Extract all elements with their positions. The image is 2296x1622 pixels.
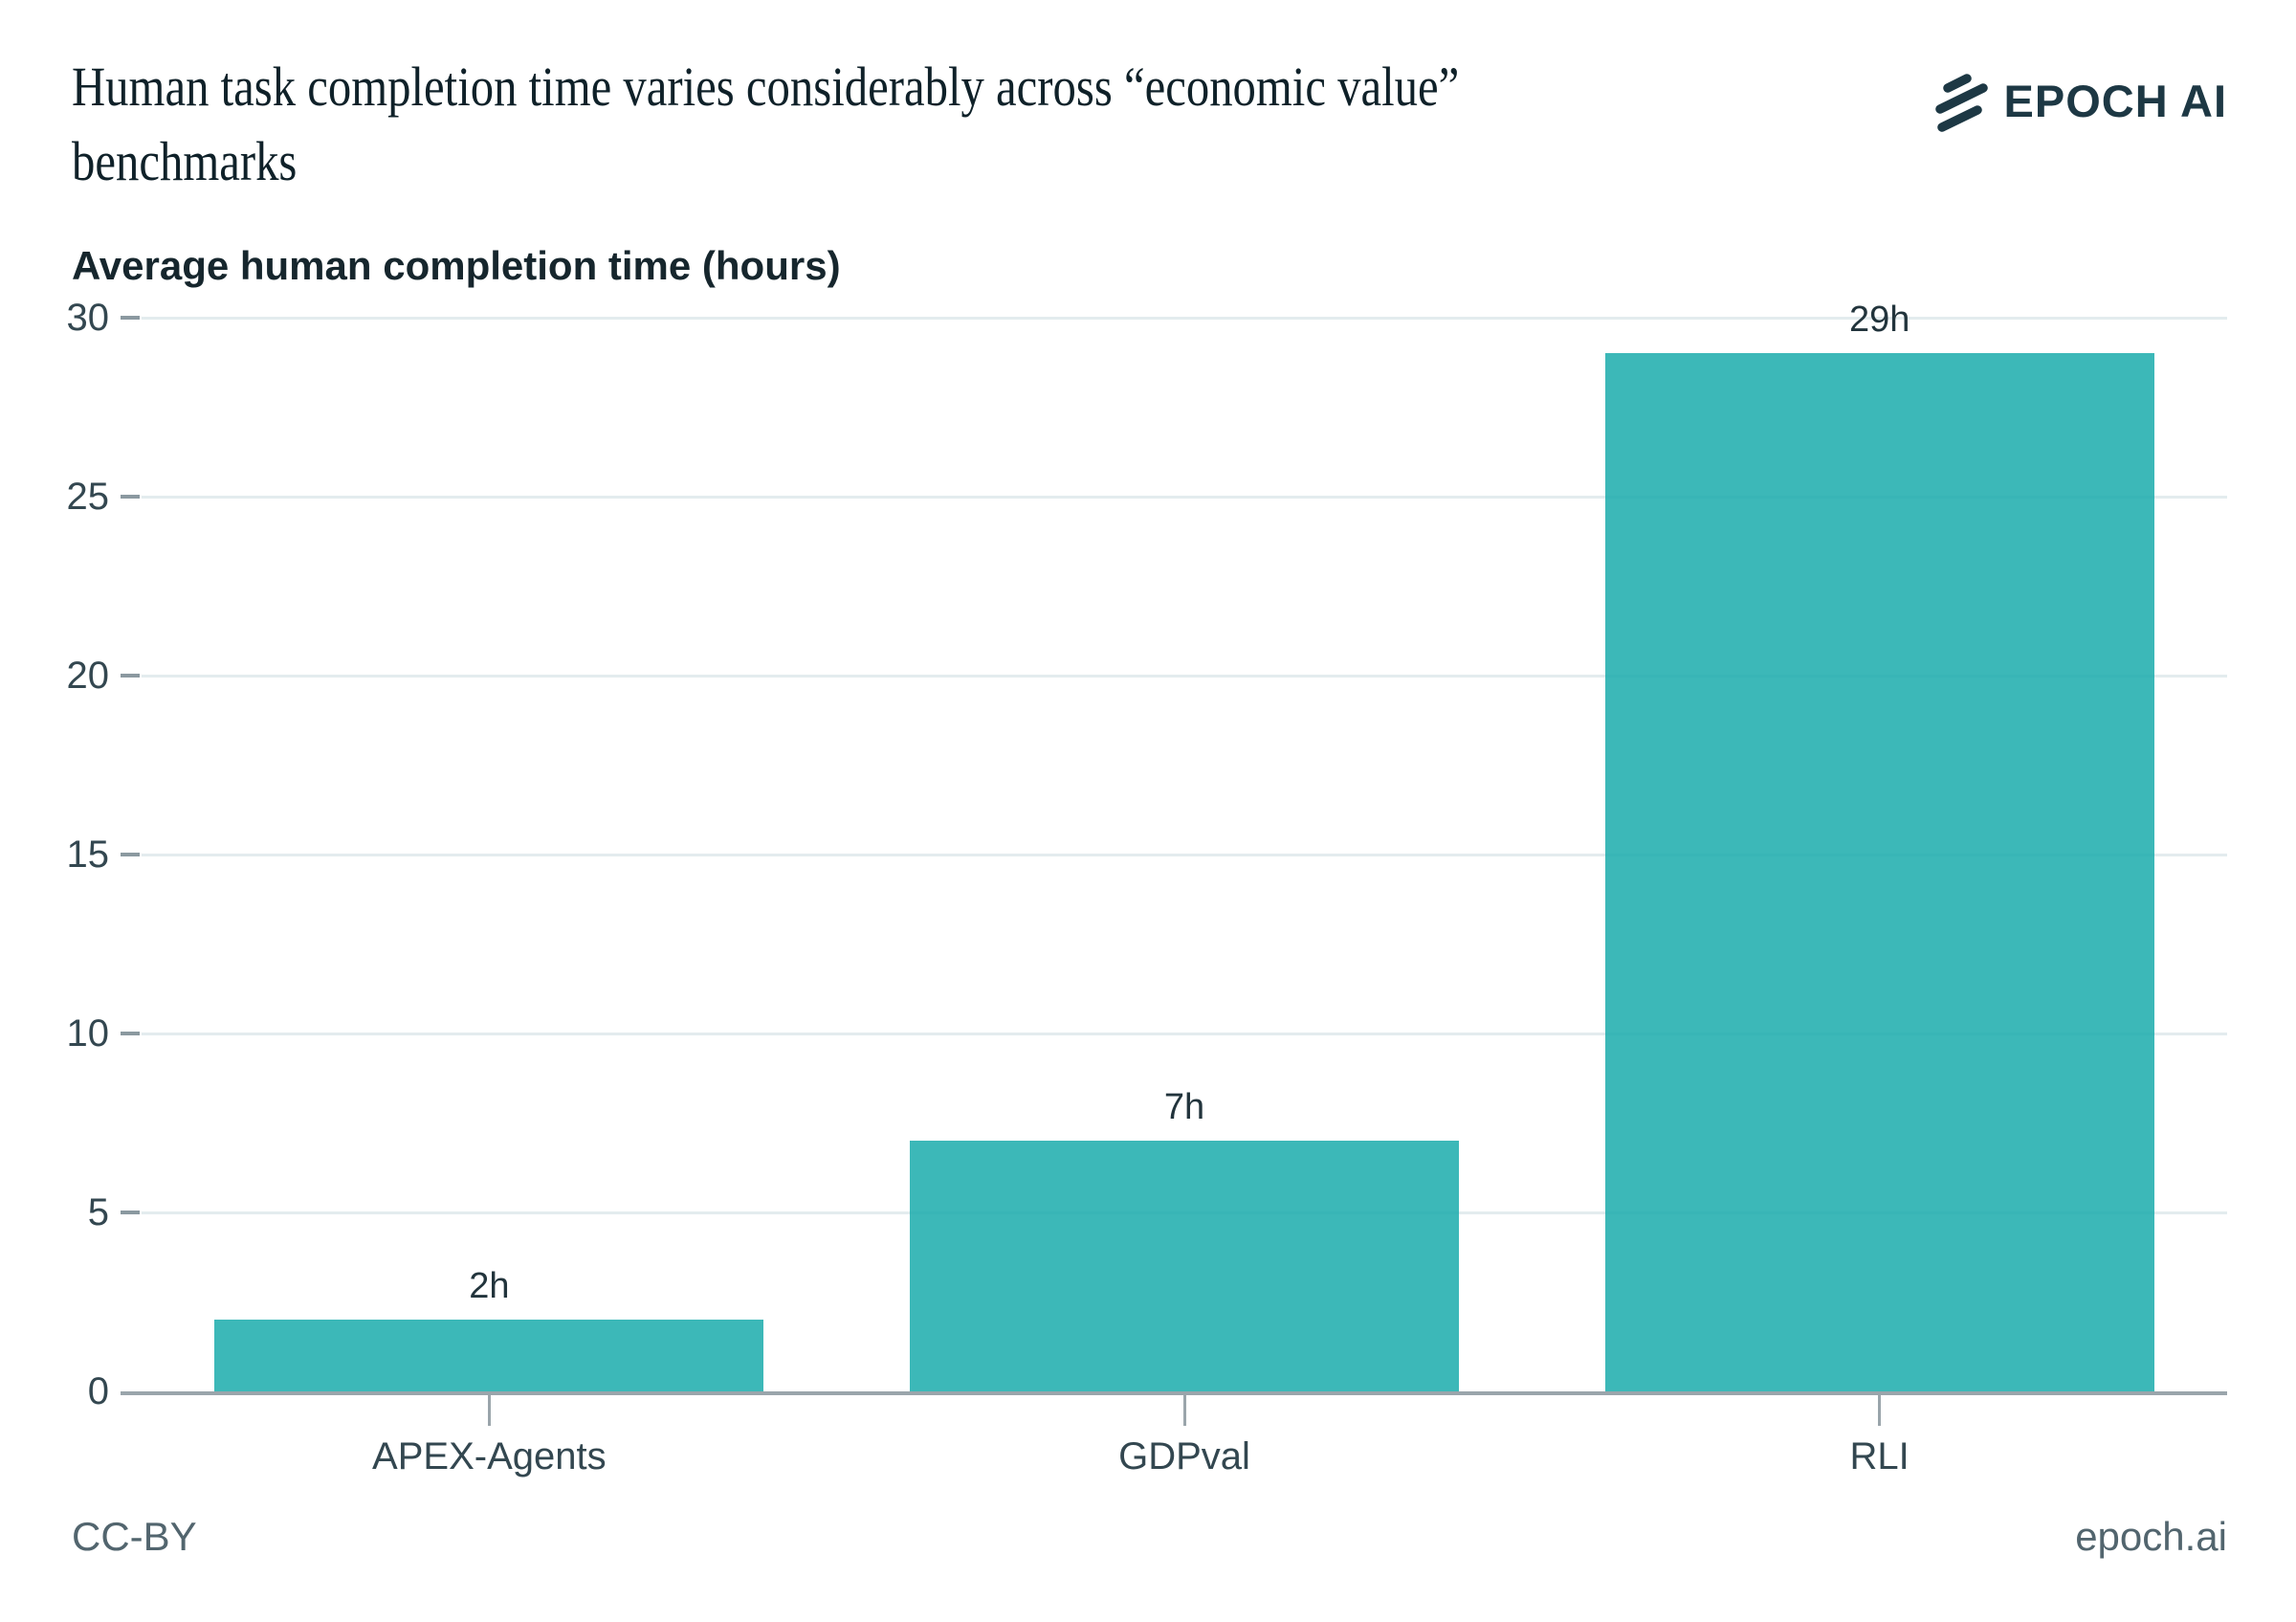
y-tick-mark-15 [121, 853, 140, 856]
y-tick-mark-20 [121, 674, 140, 678]
gridline-30 [142, 317, 2227, 320]
x-tick-mark-GDPval [1182, 1395, 1186, 1426]
epoch-logo-strokes-icon [1933, 69, 1989, 132]
gridline-25 [142, 496, 2227, 499]
bar-value-label-APEX-Agents: 2h [469, 1266, 510, 1307]
x-axis-line [121, 1391, 2227, 1395]
epoch-ai-logo-text: EPOCH AI [2003, 75, 2227, 126]
y-tick-mark-25 [121, 495, 140, 499]
x-tick-mark-RLI [1878, 1395, 1882, 1426]
gridline-10 [142, 1033, 2227, 1035]
bar-RLI [1604, 353, 2154, 1391]
x-tick-mark-APEX-Agents [487, 1395, 491, 1426]
bar-value-label-RLI: 29h [1848, 300, 1910, 341]
y-axis-title: Average human completion time (hours) [72, 243, 841, 288]
chart-title-line2: benchmarks [72, 130, 298, 192]
site-label: epoch.ai [2075, 1514, 2227, 1559]
bar-APEX-Agents [214, 1320, 764, 1391]
y-tick-mark-5 [121, 1211, 140, 1214]
y-tick-label-0: 0 [87, 1370, 109, 1412]
x-tick-label-RLI: RLI [1849, 1435, 1910, 1478]
gridline-20 [142, 675, 2227, 678]
y-tick-label-10: 10 [66, 1012, 110, 1055]
license-label: CC-BY [72, 1514, 197, 1559]
epoch-ai-logo: EPOCH AI [1933, 69, 2227, 132]
y-tick-mark-10 [121, 1032, 140, 1035]
y-tick-label-5: 5 [87, 1191, 109, 1233]
bar-GDPval [910, 1141, 1459, 1391]
x-tick-label-GDPval: GDPval [1118, 1435, 1250, 1478]
y-tick-mark-30 [121, 316, 140, 320]
y-tick-label-25: 25 [66, 476, 110, 518]
y-tick-label-30: 30 [66, 297, 110, 339]
chart-title-line1: Human task completion time varies consid… [72, 56, 1460, 118]
y-tick-label-20: 20 [66, 655, 110, 697]
gridline-15 [142, 854, 2227, 856]
chart-title: Human task completion time varies consid… [72, 50, 1459, 199]
y-tick-label-15: 15 [66, 833, 110, 876]
x-tick-label-APEX-Agents: APEX-Agents [372, 1435, 607, 1478]
bar-value-label-GDPval: 7h [1163, 1087, 1205, 1128]
